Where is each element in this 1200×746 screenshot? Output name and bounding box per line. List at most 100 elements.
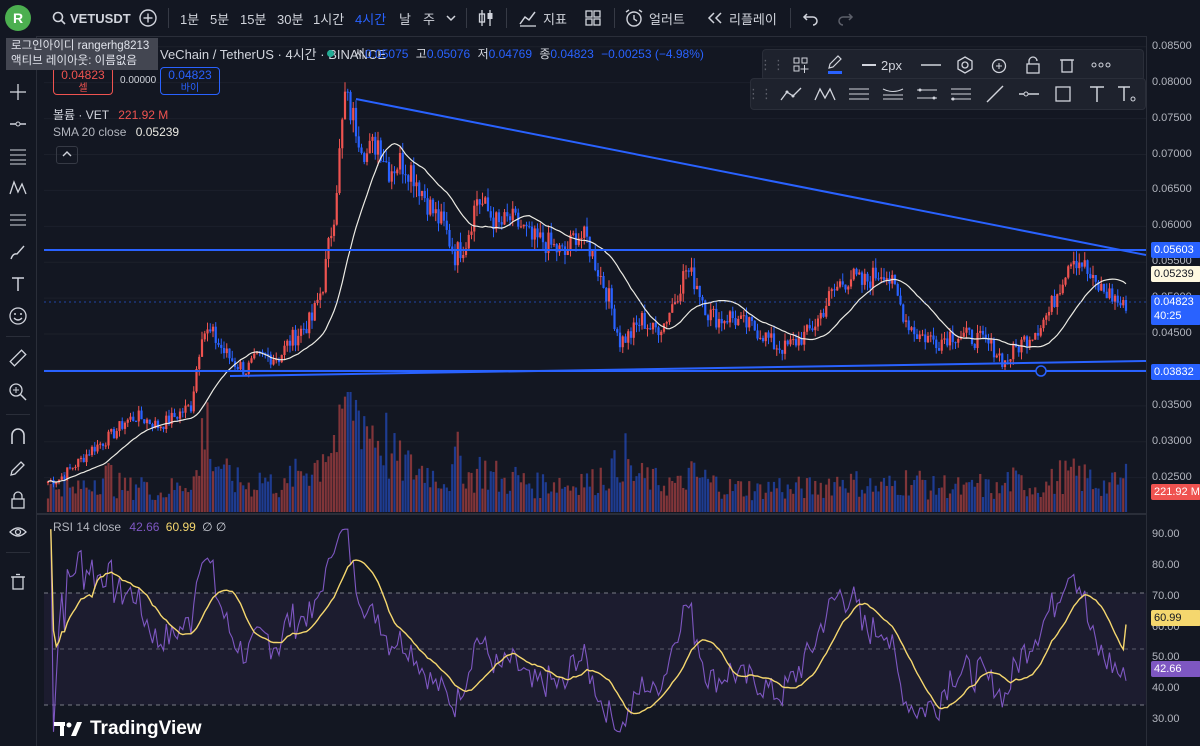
candle-body xyxy=(440,211,443,224)
parallel-channel-icon[interactable] xyxy=(847,82,871,106)
indicators-button[interactable]: 지표 xyxy=(518,0,567,36)
candle-body xyxy=(228,348,231,359)
interval-4h[interactable]: 4시간 xyxy=(355,11,387,27)
horizontal-ray-icon[interactable] xyxy=(1017,82,1041,106)
chart-canvas[interactable] xyxy=(36,36,1146,746)
sma-legend[interactable]: SMA 20 close 0.05239 xyxy=(53,125,179,139)
interval-week[interactable]: 주 xyxy=(423,11,435,27)
settings-icon[interactable] xyxy=(953,53,977,77)
volume-bar xyxy=(1036,492,1040,512)
descending-trendline[interactable] xyxy=(355,98,1146,256)
symbol-search-button[interactable]: VETUSDT xyxy=(52,0,131,36)
interval-1m[interactable]: 1분 xyxy=(180,11,200,27)
interval-dropdown[interactable] xyxy=(445,0,457,36)
volume-bars xyxy=(46,392,1128,512)
alert-button[interactable]: 얼러트 xyxy=(624,0,685,36)
alert-add-icon[interactable] xyxy=(987,53,1011,77)
regression-channel-icon[interactable] xyxy=(881,82,905,106)
candle-body xyxy=(519,226,523,228)
volume-bar xyxy=(321,454,325,512)
volume-bar xyxy=(715,476,718,512)
tradingview-logo[interactable]: TradingView xyxy=(54,718,202,740)
buy-button[interactable]: 0.04823 바이 xyxy=(160,67,220,95)
emoji-tool[interactable] xyxy=(6,304,30,328)
candle-body xyxy=(178,411,182,419)
interval-1h[interactable]: 1시간 xyxy=(313,11,345,27)
keep-drawing-tool[interactable] xyxy=(6,456,30,480)
rectangle-tool-icon[interactable] xyxy=(1051,82,1075,106)
volume-bar xyxy=(811,494,814,512)
user-avatar[interactable]: R xyxy=(5,5,31,31)
line-color-icon[interactable] xyxy=(823,52,847,76)
trend-line-tool[interactable] xyxy=(6,112,30,136)
line-style-icon[interactable] xyxy=(919,53,943,77)
collapse-legend-button[interactable] xyxy=(56,146,78,164)
trendline-anchor-handle[interactable] xyxy=(1035,365,1047,377)
candle-body xyxy=(214,326,217,343)
lock-drawings-tool[interactable] xyxy=(6,488,30,512)
volume-bar xyxy=(852,479,855,512)
remove-drawings-tool[interactable] xyxy=(6,570,30,594)
crosshair-tool[interactable] xyxy=(6,80,30,104)
candle-body xyxy=(1028,339,1031,347)
more-options-icon[interactable] xyxy=(1089,53,1113,77)
lock-icon[interactable] xyxy=(1021,53,1045,77)
range-tool-icon[interactable] xyxy=(915,82,939,106)
hide-drawings-tool[interactable] xyxy=(6,520,30,544)
volume-bar xyxy=(1045,481,1048,512)
candle-body xyxy=(176,417,179,419)
trash-icon[interactable] xyxy=(1055,53,1079,77)
price-axis[interactable] xyxy=(1146,36,1200,746)
redo-button[interactable] xyxy=(836,0,854,36)
magnet-tool[interactable] xyxy=(6,424,30,448)
interval-day[interactable]: 날 xyxy=(399,11,411,27)
fib-tool[interactable] xyxy=(6,144,30,168)
candle-body xyxy=(269,354,272,365)
price-tick-label: 0.05500 xyxy=(1152,255,1192,268)
pattern-tool[interactable] xyxy=(6,176,30,200)
drag-handle-icon[interactable]: ⋮⋮ xyxy=(747,86,773,101)
volume-legend[interactable]: 볼륨 · VET 221.92 M xyxy=(53,106,168,123)
interval-15m[interactable]: 15분 xyxy=(240,11,267,27)
ascending-trendline[interactable] xyxy=(229,360,1146,377)
volume-bar xyxy=(242,485,245,512)
volume-bar xyxy=(786,484,789,512)
text-tool[interactable] xyxy=(6,272,30,296)
line-width-button[interactable]: 2px xyxy=(859,53,905,77)
path-tool-icon[interactable] xyxy=(779,82,803,106)
projection-tool[interactable] xyxy=(6,208,30,232)
candle-body xyxy=(709,309,712,321)
brush-tool[interactable] xyxy=(6,240,30,264)
replay-button[interactable]: 리플레이 xyxy=(706,0,777,36)
drag-handle-icon[interactable]: ⋮⋮ xyxy=(759,57,785,72)
volume-bar xyxy=(783,498,787,512)
xabcd-tool-icon[interactable] xyxy=(813,82,837,106)
candle-body xyxy=(558,245,561,253)
volume-bar xyxy=(759,484,762,512)
text-tool-icon[interactable] xyxy=(1085,82,1109,106)
anchored-text-icon[interactable] xyxy=(1115,82,1139,106)
trend-line-icon[interactable] xyxy=(983,82,1007,106)
fib-retracement-icon[interactable] xyxy=(949,82,973,106)
zoom-tool[interactable] xyxy=(6,380,30,404)
volume-bar xyxy=(629,465,633,512)
volume-bar xyxy=(621,481,624,512)
layouts-button[interactable] xyxy=(584,0,602,36)
sell-button[interactable]: 0.04823 셀 xyxy=(53,67,113,95)
candle-body xyxy=(613,308,616,330)
compare-button[interactable] xyxy=(138,0,158,36)
chart-type-button[interactable] xyxy=(476,0,496,36)
tag-last-price-value: 0.04823 xyxy=(1154,296,1194,308)
undo-button[interactable] xyxy=(802,0,820,36)
measure-tool[interactable] xyxy=(6,346,30,370)
volume-bar xyxy=(723,494,726,512)
interval-30m[interactable]: 30분 xyxy=(277,11,304,27)
rsi-legend[interactable]: RSI 14 close 42.66 60.99 ∅ ∅ xyxy=(53,520,226,534)
volume-bar xyxy=(66,476,69,512)
candle-body xyxy=(979,330,982,333)
candle-body xyxy=(651,322,655,330)
candle-body xyxy=(968,327,971,330)
price-tick-label: 0.08500 xyxy=(1152,39,1192,52)
interval-5m[interactable]: 5분 xyxy=(210,11,230,27)
template-icon[interactable] xyxy=(789,53,813,77)
